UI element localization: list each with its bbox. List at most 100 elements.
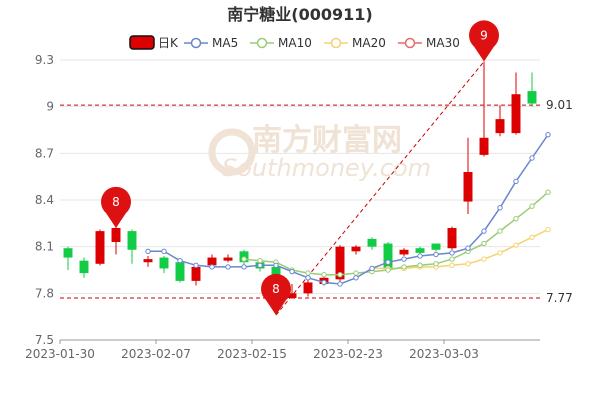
legend-candle-icon <box>129 35 155 50</box>
x-tick-label: 2023-02-15 <box>217 347 287 361</box>
ma10-point <box>417 262 423 269</box>
ma5-point <box>289 268 295 275</box>
ma5-point <box>225 264 231 270</box>
legend-dot-icon <box>404 37 416 49</box>
y-tick-label: 9.3 <box>35 53 54 67</box>
marker-pin: 8 <box>261 273 291 316</box>
candle <box>399 248 409 256</box>
ma5-point <box>481 228 487 234</box>
candle <box>495 105 505 137</box>
candle-body <box>527 91 537 104</box>
candle <box>143 256 153 267</box>
ma5-point <box>497 205 503 211</box>
legend-label: MA5 <box>212 36 238 50</box>
trend-line <box>275 61 485 316</box>
candle-body <box>431 243 441 250</box>
ma20-series <box>369 226 551 272</box>
ma20-point <box>513 242 519 248</box>
moving-averages <box>145 131 551 287</box>
legend-item-ma30[interactable]: MA30 <box>398 36 460 50</box>
candle <box>159 256 169 274</box>
candle-body <box>335 246 345 280</box>
candle-body <box>143 259 153 263</box>
ma10-point <box>481 240 487 247</box>
legend-label: MA10 <box>278 36 312 50</box>
candle-body <box>159 257 169 269</box>
candle <box>431 243 441 252</box>
candle-body <box>223 257 233 261</box>
marker-pin: 9 <box>469 20 500 62</box>
ma5-point <box>401 256 407 262</box>
ma10-point <box>433 261 439 267</box>
candle-body <box>415 248 425 253</box>
ma10-point <box>449 256 455 262</box>
legend[interactable]: 日K MA5 MA10 MA20 MA30 <box>129 35 460 50</box>
candlesticks <box>63 61 537 316</box>
legend-label: MA20 <box>352 36 386 50</box>
pin-label: 8 <box>272 282 280 296</box>
candle-body <box>79 260 89 274</box>
ma5-point <box>369 265 375 272</box>
candle-body <box>367 238 377 247</box>
pin-icon <box>101 186 131 228</box>
ma10-line <box>243 191 549 276</box>
candle <box>175 260 185 283</box>
ma5-point <box>273 262 279 269</box>
candle <box>287 284 297 298</box>
candle-body <box>207 257 217 266</box>
legend-label: MA30 <box>426 36 460 50</box>
candle-body <box>303 282 313 294</box>
marker-pin: 8 <box>101 186 131 228</box>
legend-item-ma20[interactable]: MA20 <box>324 36 386 50</box>
price-line-label: 9.01 <box>546 98 573 112</box>
legend-dot-icon <box>256 37 268 49</box>
ma5-point <box>529 155 535 161</box>
x-tick-label: 2023-01-30 <box>25 347 95 361</box>
ma5-point <box>161 248 167 255</box>
candle <box>383 242 393 270</box>
ma10-point <box>241 256 247 262</box>
x-tick-label: 2023-02-07 <box>121 347 191 361</box>
ma5-point <box>209 264 215 270</box>
candle <box>79 257 89 278</box>
ma5-point <box>145 248 151 255</box>
candle <box>479 61 489 157</box>
legend-item-ma10[interactable]: MA10 <box>250 36 312 50</box>
ma10-series <box>241 189 551 278</box>
candle <box>463 137 473 214</box>
candle-body <box>383 243 393 269</box>
candle-body <box>463 172 473 202</box>
ma10-point <box>545 189 551 195</box>
x-tick-label: 2023-03-03 <box>409 347 479 361</box>
legend-item-日k[interactable]: 日K <box>129 35 179 50</box>
candle-body <box>191 266 201 281</box>
ma5-point <box>433 251 439 258</box>
ma5-point <box>545 131 551 138</box>
ma5-point <box>177 257 183 264</box>
ma10-point <box>353 270 359 276</box>
ma20-point <box>545 226 551 233</box>
ma20-point <box>497 250 503 256</box>
legend-item-ma5[interactable]: MA5 <box>184 36 238 50</box>
candle <box>367 237 377 250</box>
ma5-point <box>193 262 199 269</box>
candle-body <box>511 94 521 134</box>
ma5-point <box>513 178 519 185</box>
watermark-text: 南方财富网 <box>252 123 402 158</box>
ma5-point <box>449 250 455 256</box>
markers: 8 8 9 <box>101 20 500 316</box>
ma20-point <box>481 256 487 262</box>
ma5-point <box>337 281 343 287</box>
candle-body <box>271 266 281 275</box>
ma10-point <box>321 271 327 278</box>
ma10-point <box>529 203 535 209</box>
candle-body <box>127 231 137 250</box>
candle <box>511 72 521 135</box>
candle-body <box>111 228 121 242</box>
legend-label: 日K <box>158 36 179 50</box>
y-tick-label: 8.1 <box>35 240 54 254</box>
chart-title: 南宁糖业(000911) <box>227 5 372 24</box>
candle-body <box>95 231 105 264</box>
grid <box>60 59 540 341</box>
legend-dot-icon <box>190 37 202 49</box>
